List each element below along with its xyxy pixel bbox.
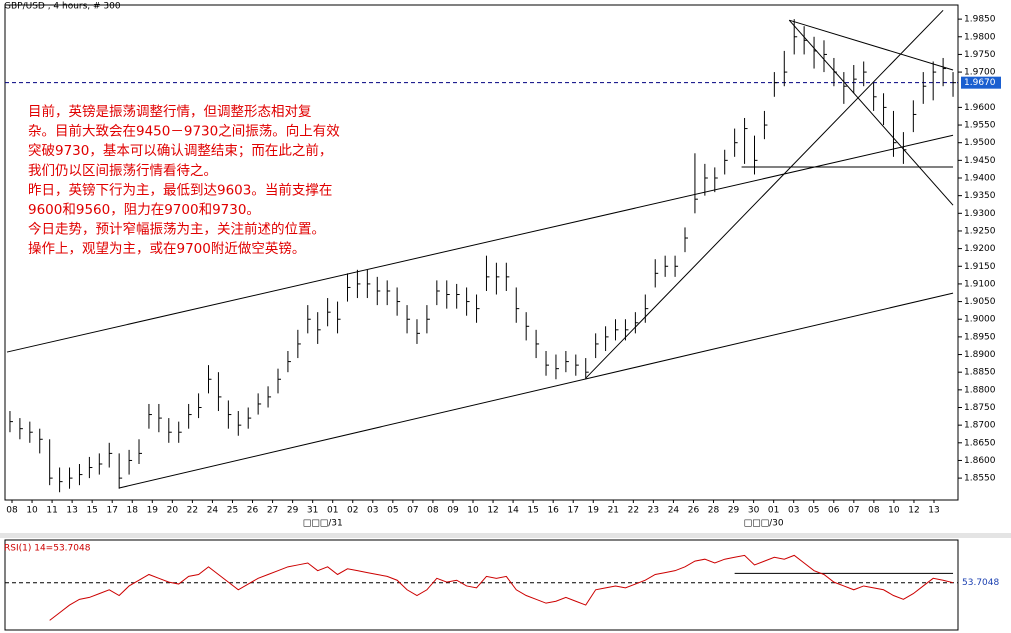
y-tick-label: 1.9750 <box>964 50 996 60</box>
y-tick-label: 1.9100 <box>964 279 996 289</box>
x-tick-label: 01 <box>327 506 338 516</box>
x-tick-label: 03 <box>367 506 378 516</box>
x-tick-label: 21 <box>608 506 619 516</box>
x-tick-label: 13 <box>928 506 939 516</box>
y-tick-label: 1.9500 <box>964 138 996 148</box>
x-tick-label: 05 <box>387 506 398 516</box>
x-tick-label: 28 <box>708 506 720 516</box>
y-tick-label: 1.9300 <box>964 209 996 219</box>
x-tick-label: 30 <box>748 506 760 516</box>
price-panel <box>0 0 1011 533</box>
y-tick-label: 1.9200 <box>964 244 996 254</box>
x-tick-label: 09 <box>447 506 459 516</box>
y-tick-label: 1.9150 <box>964 262 996 272</box>
x-tick-label: 12 <box>487 506 498 516</box>
x-tick-label: 29 <box>287 506 299 516</box>
annotation-line: 操作上，观望为主，或在9700附近做空英镑。 <box>28 240 305 257</box>
y-tick-label: 1.9450 <box>964 156 996 166</box>
x-tick-label: 10 <box>467 506 479 516</box>
y-tick-label: 1.9400 <box>964 174 996 184</box>
x-tick-label: 08 <box>427 506 439 516</box>
annotation-line: 目前，英镑是振荡调整行情，但调整形态相对复 <box>28 103 312 120</box>
x-tick-label: 24 <box>668 506 680 516</box>
rsi-title: RSI(1) 14=53.7048 <box>4 544 91 554</box>
y-tick-label: 1.8550 <box>964 474 996 484</box>
y-tick-label: 1.8850 <box>964 368 996 378</box>
x-tick-label: 07 <box>848 506 859 516</box>
x-tick-label: 01 <box>768 506 779 516</box>
x-tick-label: 05 <box>808 506 819 516</box>
x-tick-label: 22 <box>187 506 198 516</box>
y-tick-label: 1.9050 <box>964 297 996 307</box>
rsi-frame <box>4 539 959 631</box>
x-tick-label: 17 <box>567 506 578 516</box>
x-tick-label: 08 <box>868 506 880 516</box>
annotation-line: 杂。目前大致会在9450－9730之间振荡。向上有效 <box>28 123 340 140</box>
x-tick-label: 08 <box>6 506 18 516</box>
y-tick-label: 1.9250 <box>964 226 996 236</box>
y-tick-label: 1.9850 <box>964 15 996 25</box>
y-tick-label: 1.8650 <box>964 438 996 448</box>
annotation-line: 昨日，英镑下行为主，最低到达9603。当前支撑在 <box>28 181 332 198</box>
x-tick-label: 31 <box>307 506 318 516</box>
annotation-line: 突破9730，基本可以确认调整结束；而在此之前， <box>28 142 332 159</box>
y-tick-label: 1.8900 <box>964 350 996 360</box>
rsi-line <box>49 554 954 621</box>
month-label: □□□/31 <box>303 519 343 529</box>
y-tick-label: 1.8950 <box>964 332 996 342</box>
rsi-panel <box>0 538 1011 633</box>
x-tick-label: 24 <box>207 506 219 516</box>
y-tick-label: 1.9550 <box>964 121 996 131</box>
y-tick-label: 1.8700 <box>964 421 996 431</box>
y-tick-label: 1.9700 <box>964 68 996 78</box>
trendline <box>119 292 954 489</box>
annotation-line: 我们仍以区间振荡行情看待之。 <box>28 163 217 179</box>
x-tick-label: 18 <box>127 506 139 516</box>
plot-frame <box>4 4 959 501</box>
y-tick-label: 1.9800 <box>964 32 996 42</box>
x-tick-label: 19 <box>588 506 600 516</box>
annotation-line: 今日走势，预计窄幅振荡为主，关注前述的位置。 <box>28 221 325 238</box>
x-tick-label: 26 <box>688 506 700 516</box>
x-tick-label: 07 <box>407 506 418 516</box>
chart-title: GBP/USD , 4 hours, # 300 <box>4 2 121 12</box>
trendline <box>789 19 954 71</box>
x-tick-label: 25 <box>227 506 238 516</box>
x-tick-label: 02 <box>347 506 358 516</box>
last-price-label: 1.9670 <box>964 78 996 88</box>
trendline <box>6 134 954 353</box>
month-label: □□□/30 <box>744 519 784 529</box>
x-tick-label: 27 <box>267 506 278 516</box>
x-tick-label: 13 <box>66 506 77 516</box>
x-tick-label: 10 <box>26 506 38 516</box>
x-tick-label: 16 <box>547 506 559 516</box>
x-tick-label: 10 <box>888 506 900 516</box>
x-tick-label: 29 <box>728 506 740 516</box>
x-tick-label: 12 <box>908 506 919 516</box>
y-tick-label: 1.8600 <box>964 456 996 466</box>
y-tick-label: 1.9600 <box>964 103 996 113</box>
rsi-current-label: 53.7048 <box>962 578 999 588</box>
x-tick-label: 22 <box>628 506 639 516</box>
last-price-box <box>961 76 1001 89</box>
y-tick-label: 1.9350 <box>964 191 996 201</box>
y-tick-label: 1.9000 <box>964 315 996 325</box>
y-tick-label: 1.8800 <box>964 385 996 395</box>
x-tick-label: 06 <box>828 506 840 516</box>
annotation-line: 9600和9560，阻力在9700和9730。 <box>28 202 260 218</box>
x-tick-label: 11 <box>46 506 57 516</box>
x-tick-label: 03 <box>788 506 799 516</box>
x-tick-label: 19 <box>147 506 159 516</box>
x-tick-label: 15 <box>527 506 538 516</box>
x-tick-label: 14 <box>507 506 519 516</box>
y-tick-label: 1.8750 <box>964 403 996 413</box>
x-tick-label: 17 <box>106 506 117 516</box>
x-tick-label: 20 <box>167 506 179 516</box>
x-tick-label: 15 <box>86 506 97 516</box>
x-tick-label: 23 <box>648 506 659 516</box>
x-tick-label: 26 <box>247 506 259 516</box>
